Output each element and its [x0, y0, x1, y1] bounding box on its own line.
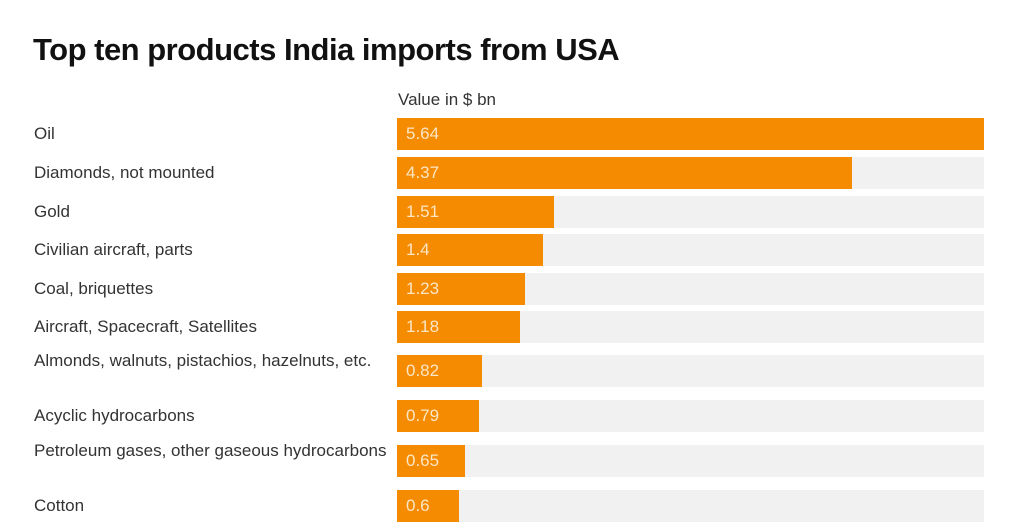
- category-label: Diamonds, not mounted: [34, 163, 215, 182]
- value-label: 0.65: [406, 451, 440, 470]
- value-label: 0.82: [406, 361, 440, 380]
- category-label: Oil: [34, 124, 55, 143]
- bar: [397, 196, 555, 228]
- bar: [397, 234, 543, 266]
- bar: [397, 273, 526, 305]
- bar-track: 5.64: [397, 118, 984, 150]
- bar-track: 0.6: [397, 490, 984, 522]
- bar-track: 1.51: [397, 196, 984, 228]
- chart-subtitle: Value in $ bn: [398, 90, 496, 109]
- value-label: 4.37: [406, 163, 440, 182]
- category-label: Cotton: [34, 496, 85, 515]
- category-label: Almonds, walnuts, pistachios, hazelnuts,…: [34, 351, 372, 370]
- category-label: Aircraft, Spacecraft, Satellites: [34, 317, 257, 336]
- bar: [397, 400, 480, 432]
- bar: [397, 490, 460, 522]
- category-label: Acyclic hydrocarbons: [34, 406, 195, 425]
- value-label: 5.64: [406, 124, 440, 143]
- value-label: 1.4: [406, 240, 430, 259]
- value-label: 0.79: [406, 406, 440, 425]
- bar: [397, 355, 483, 387]
- bar: [397, 311, 520, 343]
- chart-title: Top ten products India imports from USA: [33, 32, 620, 67]
- bar-track: 0.79: [397, 400, 984, 432]
- value-label: 1.18: [406, 317, 440, 336]
- value-label: 1.23: [406, 279, 440, 298]
- category-label: Civilian aircraft, parts: [34, 240, 193, 259]
- value-label: 1.51: [406, 202, 440, 221]
- bar: [397, 118, 984, 150]
- category-label: Coal, briquettes: [34, 279, 154, 298]
- bar-track: 0.65: [397, 445, 984, 477]
- bar-track: 1.4: [397, 234, 984, 266]
- bar: [397, 445, 465, 477]
- category-label: Gold: [34, 202, 70, 221]
- bar-track: 0.82: [397, 355, 984, 387]
- bar-track: 1.23: [397, 273, 984, 305]
- value-label: 0.6: [406, 496, 430, 515]
- bar-track: 4.37: [397, 157, 984, 189]
- bar-track: 1.18: [397, 311, 984, 343]
- category-label: Petroleum gases, other gaseous hydrocarb…: [34, 441, 387, 460]
- bar: [397, 157, 852, 189]
